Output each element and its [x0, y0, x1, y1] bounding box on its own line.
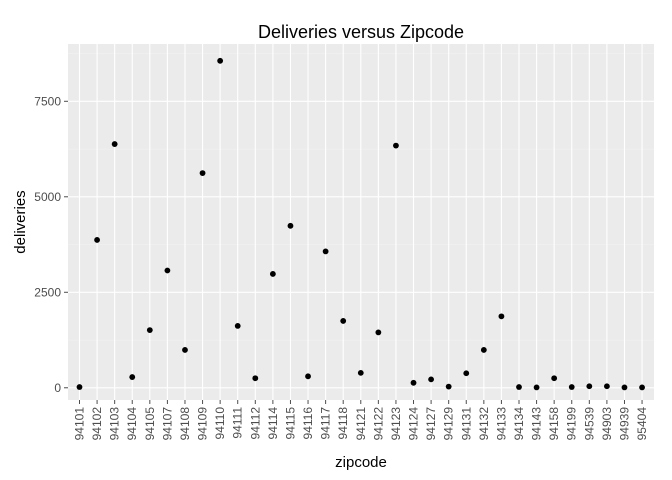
x-tick-label: 94199	[565, 407, 579, 441]
data-point	[533, 384, 540, 391]
x-tick-label: 94111	[231, 407, 245, 439]
data-point	[322, 248, 329, 255]
x-tick-label: 94134	[512, 407, 526, 441]
data-point	[393, 142, 399, 149]
x-tick-label: 94108	[178, 407, 192, 441]
data-point	[269, 271, 276, 277]
y-axis-label: deliveries	[12, 190, 29, 253]
data-point	[146, 327, 153, 333]
x-tick-label: 94101	[73, 407, 87, 441]
x-tick-label: 94143	[530, 407, 544, 441]
data-point	[252, 375, 259, 382]
y-tick-label: 7500	[34, 94, 61, 108]
chart-title: Deliveries versus Zipcode	[258, 22, 464, 42]
grid-lines	[68, 44, 654, 400]
x-tick-label: 94129	[442, 407, 456, 441]
x-tick-label: 94118	[336, 407, 350, 440]
data-point	[604, 383, 610, 390]
x-tick-label: 94132	[477, 407, 491, 441]
x-tick-label: 94131	[459, 407, 473, 441]
x-tick-label: 94133	[494, 407, 508, 441]
data-point	[76, 384, 83, 390]
data-point	[217, 57, 224, 64]
data-point	[445, 383, 452, 390]
data-point	[182, 347, 188, 353]
data-point	[305, 373, 311, 380]
data-point	[129, 374, 136, 380]
data-point	[428, 376, 434, 383]
data-point	[410, 379, 417, 386]
data-point	[498, 313, 505, 320]
data-point	[357, 369, 364, 376]
y-tick-label: 5000	[34, 190, 61, 204]
data-point	[111, 141, 118, 147]
x-tick-label: 94123	[389, 407, 403, 441]
y-axis-ticks: 0 2500 5000 7500	[34, 94, 68, 395]
data-point	[234, 322, 241, 329]
data-point	[375, 329, 382, 336]
data-point	[340, 318, 347, 324]
x-tick-label: 94112	[248, 407, 262, 440]
x-tick-label: 94107	[160, 407, 174, 441]
data-point	[621, 384, 628, 391]
x-tick-label: 94116	[301, 407, 315, 440]
data-point	[164, 267, 171, 274]
data-point	[639, 384, 645, 391]
x-tick-label: 94158	[547, 407, 561, 441]
x-axis-label: zipcode	[335, 454, 387, 471]
x-tick-label: 94109	[196, 407, 210, 441]
x-tick-label: 94115	[283, 407, 297, 440]
data-points	[76, 57, 645, 391]
y-tick-label: 0	[54, 381, 61, 395]
data-point	[94, 237, 100, 243]
x-tick-label: 95404	[635, 407, 649, 441]
data-point	[568, 384, 575, 390]
x-tick-label: 94903	[600, 407, 614, 441]
y-tick-label: 2500	[34, 285, 61, 299]
data-point	[480, 347, 487, 353]
x-axis-ticks: 94101 94102 94103 94104 94105 94107 94108 94109…	[73, 400, 649, 441]
x-tick-label: 94103	[108, 407, 122, 441]
data-point	[463, 370, 470, 377]
x-tick-label: 94539	[582, 407, 596, 441]
x-tick-label: 94117	[319, 407, 333, 440]
data-point	[586, 383, 593, 390]
x-tick-label: 94104	[125, 407, 139, 441]
x-tick-label: 94121	[354, 407, 368, 441]
x-tick-label: 94124	[407, 407, 421, 441]
x-tick-label: 94122	[371, 407, 385, 441]
data-point	[516, 384, 522, 390]
data-point	[287, 222, 294, 229]
x-tick-label: 94102	[90, 407, 104, 441]
x-tick-label: 94939	[617, 407, 631, 441]
x-tick-label: 94110	[213, 407, 227, 440]
x-tick-label: 94114	[266, 407, 280, 440]
data-point	[199, 170, 206, 177]
x-tick-label: 94127	[424, 407, 438, 441]
x-tick-label: 94105	[143, 407, 157, 441]
data-point	[551, 375, 558, 382]
